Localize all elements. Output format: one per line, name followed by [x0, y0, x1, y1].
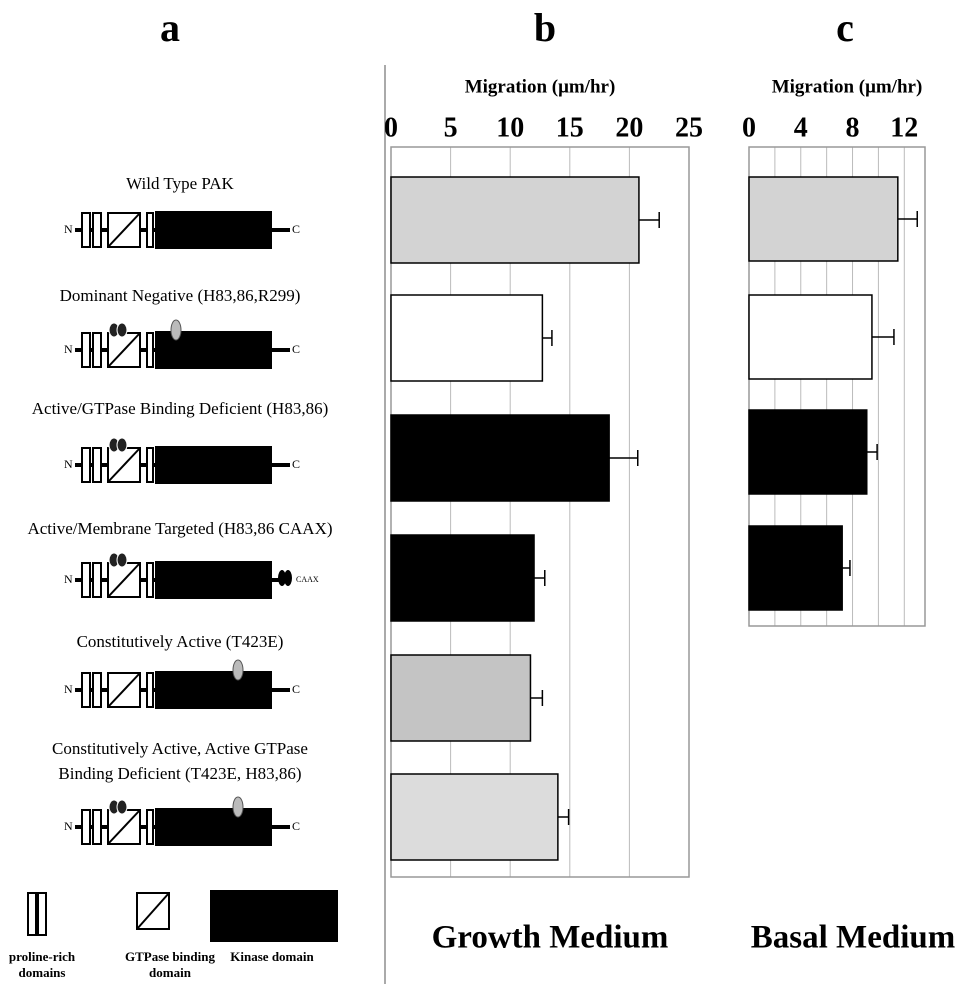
legend-label: GTPase binding: [125, 949, 215, 964]
panel-letter: c: [836, 5, 854, 50]
kinase-box: [155, 211, 272, 249]
kinase-box: [155, 808, 272, 846]
kinase-box: [155, 561, 272, 599]
proline-box: [93, 333, 101, 367]
mutation-mark: [117, 553, 127, 567]
linker-box: [147, 448, 153, 482]
construct-label: Dominant Negative (H83,86,R299): [60, 286, 301, 305]
bar: [391, 655, 530, 741]
bar: [391, 774, 558, 860]
x-tick-label: 15: [556, 112, 584, 143]
legend-proline: [38, 893, 46, 935]
construct-label: Constitutively Active, Active GTPase: [52, 739, 308, 758]
n-terminus: N: [64, 572, 73, 586]
bar: [391, 177, 639, 263]
figure: a Wild Type PAK N C Dominant Negative (H83,…: [0, 0, 969, 984]
construct-label: Wild Type PAK: [126, 174, 234, 193]
mutation-mark: [233, 797, 243, 817]
x-tick-label: 5: [444, 112, 458, 143]
linker-box: [147, 673, 153, 707]
proline-box: [93, 448, 101, 482]
legend-label: domains: [19, 965, 66, 980]
c-terminus: C: [292, 342, 300, 356]
panel-letter: b: [534, 5, 556, 50]
bar: [749, 526, 842, 610]
n-terminus: N: [64, 342, 73, 356]
x-tick-label: 10: [496, 112, 524, 143]
linker-box: [147, 333, 153, 367]
mutation-mark: [171, 320, 181, 340]
linker-box: [147, 213, 153, 247]
caption: Basal Medium: [751, 920, 955, 956]
n-terminus: N: [64, 222, 73, 236]
proline-box: [93, 673, 101, 707]
x-tick-label: 8: [846, 112, 860, 143]
proline-box: [93, 563, 101, 597]
mutation-mark: [233, 660, 243, 680]
c-terminus: C: [292, 222, 300, 236]
proline-box: [82, 448, 90, 482]
c-terminus: CAAX: [296, 575, 319, 584]
c-terminus: C: [292, 682, 300, 696]
proline-box: [93, 213, 101, 247]
construct-label: Constitutively Active (T423E): [77, 632, 284, 651]
caax-mark: [284, 570, 292, 586]
proline-box: [82, 673, 90, 707]
n-terminus: N: [64, 457, 73, 471]
x-tick-label: 12: [890, 112, 918, 143]
proline-box: [82, 563, 90, 597]
legend-label: proline-rich: [9, 949, 76, 964]
n-terminus: N: [64, 682, 73, 696]
construct-label: Active/GTPase Binding Deficient (H83,86): [32, 399, 329, 418]
construct-label: Active/Membrane Targeted (H83,86 CAAX): [27, 519, 332, 538]
x-tick-label: 4: [794, 112, 808, 143]
bar: [391, 415, 609, 501]
mutation-mark: [117, 323, 127, 337]
proline-box: [93, 810, 101, 844]
bar: [749, 295, 872, 379]
panel-letter: a: [160, 5, 180, 50]
bar: [749, 177, 898, 261]
c-terminus: C: [292, 457, 300, 471]
proline-box: [82, 213, 90, 247]
legend-kinase: [210, 890, 338, 942]
axis-title: Migration (μm/hr): [772, 76, 923, 97]
x-tick-label: 20: [615, 112, 643, 143]
x-tick-label: 0: [742, 112, 756, 143]
legend-label: domain: [149, 965, 192, 980]
mutation-mark: [117, 438, 127, 452]
proline-box: [82, 810, 90, 844]
legend-proline: [28, 893, 36, 935]
x-tick-label: 0: [384, 112, 398, 143]
linker-box: [147, 563, 153, 597]
bar: [749, 410, 867, 494]
mutation-mark: [117, 800, 127, 814]
n-terminus: N: [64, 819, 73, 833]
x-tick-label: 25: [675, 112, 703, 143]
axis-title: Migration (μm/hr): [465, 76, 616, 97]
legend-label: Kinase domain: [230, 949, 314, 964]
bar: [391, 535, 534, 621]
kinase-box: [155, 671, 272, 709]
c-terminus: C: [292, 819, 300, 833]
kinase-box: [155, 446, 272, 484]
bar: [391, 295, 542, 381]
caption: Growth Medium: [432, 920, 669, 956]
proline-box: [82, 333, 90, 367]
linker-box: [147, 810, 153, 844]
construct-label: Binding Deficient (T423E, H83,86): [58, 764, 301, 783]
